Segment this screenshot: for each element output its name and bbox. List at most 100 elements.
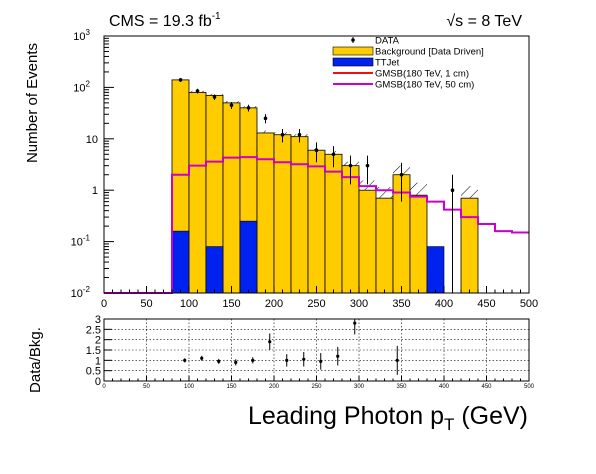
legend-label: TTJet xyxy=(375,58,400,69)
background-bin xyxy=(375,197,394,294)
background-bin xyxy=(409,194,428,294)
x-tick-label: 100 xyxy=(180,298,198,310)
background-bin xyxy=(307,149,326,294)
x-axis-label: Leading Photon pT (GeV) xyxy=(248,402,528,434)
y-axis-label: Number of Events xyxy=(24,43,41,163)
x-axis-subscript: T xyxy=(444,415,454,434)
ratio-x-tick-label: 0 xyxy=(102,384,106,390)
ratio-x-tick-label: 100 xyxy=(184,384,195,390)
data-point xyxy=(195,89,200,93)
ratio-point xyxy=(336,354,340,358)
legend-label: GMSB(180 TeV, 1 cm) xyxy=(375,69,469,80)
ratio-point xyxy=(395,358,399,362)
ratio-x-tick-label: 500 xyxy=(524,384,535,390)
x-tick-label: 200 xyxy=(265,298,283,310)
data-point xyxy=(263,116,268,121)
background-bin xyxy=(460,197,479,294)
ratio-x-tick-label: 450 xyxy=(481,384,492,390)
x-tick-label: 150 xyxy=(222,298,240,310)
background-bin xyxy=(324,153,343,294)
x-tick-label: 500 xyxy=(520,298,538,310)
y-tick-label: 1 xyxy=(92,185,98,197)
background-bin xyxy=(358,189,377,294)
data-point xyxy=(314,148,319,153)
data-point xyxy=(450,188,455,192)
cms-label: CMS = 19.3 fb-1 xyxy=(109,11,221,30)
ratio-x-tick-label: 400 xyxy=(439,384,450,390)
data-point xyxy=(280,132,285,137)
y-tick-label: 102 xyxy=(73,79,90,94)
ratio-point xyxy=(200,356,204,360)
ttjet-histogram xyxy=(171,220,445,294)
legend-label: GMSB(180 TeV, 50 cm) xyxy=(375,80,474,91)
y-tick-label: 103 xyxy=(73,28,90,43)
x-tick-label: 0 xyxy=(101,298,107,310)
ratio-y-tick-label: 3 xyxy=(95,314,101,326)
x-tick-label: 350 xyxy=(392,298,410,310)
y-tick-label: 10-1 xyxy=(71,234,91,249)
ttjet-bin xyxy=(205,246,224,294)
x-tick-label: 300 xyxy=(350,298,368,310)
background-bin xyxy=(256,132,275,294)
ratio-point xyxy=(217,359,221,363)
data-point xyxy=(229,103,234,108)
data-points xyxy=(178,78,455,293)
energy-label: √s = 8 TeV xyxy=(446,13,522,30)
ratio-point xyxy=(251,358,255,362)
background-bin xyxy=(222,102,241,294)
main-histogram: 0 50 100 150 200 250 300 350 400 450 500 10-210-11… xyxy=(24,28,538,310)
ratio-point xyxy=(319,359,323,363)
ratio-y-tick-label: 2.5 xyxy=(86,324,101,336)
data-point xyxy=(399,172,404,177)
ratio-point xyxy=(302,357,306,361)
data-point xyxy=(297,132,302,137)
y-tick-label: 10-2 xyxy=(71,285,91,300)
ratio-y-tick-label: 0 xyxy=(95,376,101,388)
background-bin xyxy=(273,134,292,294)
ratio-x-tick-label: 250 xyxy=(311,384,322,390)
ratio-point xyxy=(353,321,357,325)
ratio-y-ticks: 00.511.522.53 xyxy=(86,314,112,388)
y-axis-ticks: 10-2 10-1 1 10 102 103 xyxy=(71,28,114,300)
ratio-point xyxy=(268,340,272,344)
x-tick-label: 250 xyxy=(307,298,325,310)
x-tick-label: 450 xyxy=(477,298,495,310)
data-point xyxy=(365,163,370,168)
ratio-x-tick-label: 300 xyxy=(354,384,365,390)
ratio-y-tick-label: 0.5 xyxy=(86,366,101,378)
ratio-points xyxy=(183,319,399,375)
cms-exponent: -1 xyxy=(212,11,221,22)
ttjet-bin xyxy=(171,230,190,294)
data-point xyxy=(331,152,336,157)
x-axis-ticks: 0 50 100 150 200 250 300 350 400 450 500 xyxy=(101,286,538,310)
ttjet-bin xyxy=(239,220,258,294)
legend-label: Background [Data Driven] xyxy=(375,47,484,58)
ratio-x-tick-label: 350 xyxy=(396,384,407,390)
ratio-y-tick-label: 2 xyxy=(95,335,101,347)
y-tick-label: 10 xyxy=(86,134,98,146)
legend-background-swatch xyxy=(332,46,374,56)
legend-data-marker xyxy=(351,38,355,42)
ratio-y-tick-label: 1 xyxy=(95,355,101,367)
x-tick-label: 400 xyxy=(435,298,453,310)
x-tick-label: 50 xyxy=(140,298,152,310)
data-point xyxy=(212,95,217,99)
ratio-point xyxy=(285,358,289,362)
legend-label: DATA xyxy=(375,36,400,47)
ratio-point xyxy=(183,358,187,362)
ratio-y-label: Data/Bkg. xyxy=(27,327,44,393)
gmsb-50cm-line xyxy=(104,156,529,294)
background-bin xyxy=(290,136,309,294)
data-point xyxy=(348,163,353,168)
ratio-x-tick-label: 50 xyxy=(143,384,150,390)
x-axis-unit: (GeV) xyxy=(454,402,528,430)
ratio-grid xyxy=(103,318,530,382)
legend-ttjet-swatch xyxy=(332,57,374,67)
data-point xyxy=(246,106,251,110)
ratio-x-tick-label: 200 xyxy=(269,384,280,390)
data-point xyxy=(178,78,183,82)
ratio-panel: 0 50 100 150 200 250 300 350 400 450 500 00.511.52… xyxy=(27,314,535,434)
ratio-x-tick-label: 150 xyxy=(226,384,237,390)
